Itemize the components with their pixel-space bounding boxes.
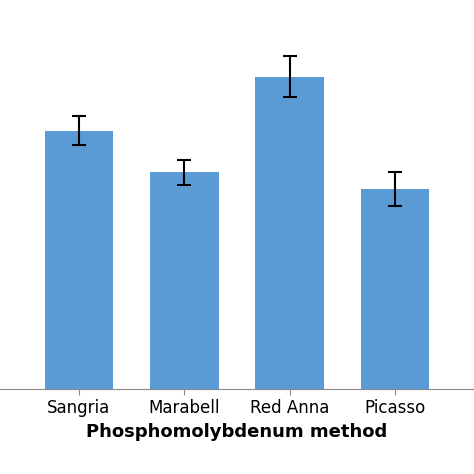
X-axis label: Phosphomolybdenum method: Phosphomolybdenum method — [86, 423, 388, 441]
Bar — [150, 173, 219, 389]
Bar — [45, 131, 113, 389]
Bar — [255, 77, 324, 389]
Bar — [361, 189, 429, 389]
